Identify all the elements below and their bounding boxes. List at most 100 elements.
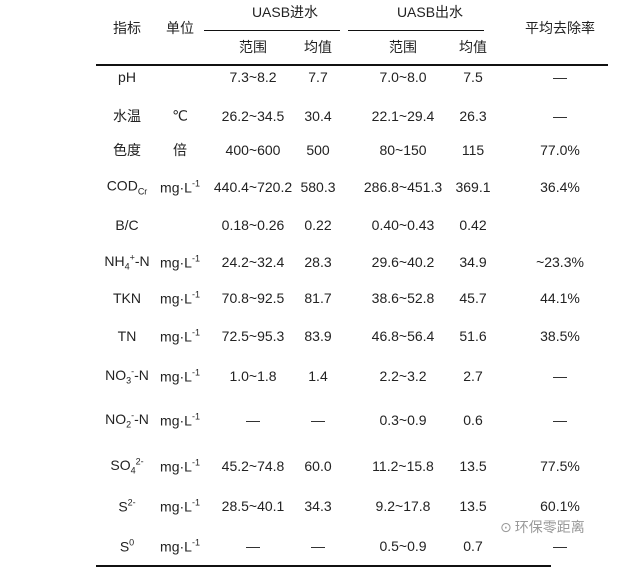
header-indicator: 指标: [113, 20, 141, 36]
cell-in-mean: 500: [306, 142, 330, 158]
header-unit: 单位: [166, 20, 194, 36]
cell-out-mean: 0.6: [463, 412, 483, 428]
text-sup: -1: [191, 457, 200, 468]
cell-removal: 60.1%: [540, 498, 580, 514]
cell-in-mean: 30.4: [304, 108, 332, 124]
text-base: 色度: [113, 142, 141, 158]
influent-rule: [204, 30, 340, 31]
text-base: mg·L: [160, 328, 192, 345]
row-unit: mg·L-1: [160, 538, 200, 555]
cell-in-range: 24.2~32.4: [221, 254, 285, 270]
cell-out-range: 0.5~0.9: [379, 538, 427, 554]
cell-removal: —: [553, 108, 567, 124]
cell-in-range: 400~600: [225, 142, 281, 158]
text-base: mg·L: [160, 254, 192, 271]
cell-in-range: 1.0~1.8: [229, 368, 277, 384]
header-effluent: UASB出水: [396, 4, 464, 20]
header-out-mean: 均值: [459, 39, 487, 55]
cell-in-mean: 81.7: [304, 290, 332, 306]
text-sup: -1: [191, 367, 200, 378]
text-base: pH: [118, 69, 136, 85]
text-base: NO: [105, 410, 127, 427]
row-indicator: CODCr: [107, 178, 148, 197]
cell-in-range: —: [246, 412, 260, 428]
cell-out-mean: 13.5: [459, 458, 487, 474]
top-rule: [96, 64, 608, 66]
text-sub: Cr: [137, 186, 148, 197]
cell-out-range: 22.1~29.4: [371, 108, 435, 124]
cell-in-range: 7.3~8.2: [229, 69, 277, 85]
text-suffix: -N: [134, 252, 150, 269]
row-indicator: 水温: [113, 106, 141, 126]
cell-out-range: 9.2~17.8: [375, 498, 431, 514]
row-indicator: TKN: [113, 290, 141, 306]
text-base: mg·L: [160, 538, 192, 555]
cell-in-mean: 60.0: [304, 458, 332, 474]
row-indicator: NH4+-N: [104, 252, 149, 271]
cell-removal: —: [553, 538, 567, 554]
text-sup: 2-: [135, 456, 144, 467]
cell-removal: 36.4%: [540, 179, 580, 195]
cell-out-mean: 2.7: [463, 368, 483, 384]
cell-out-mean: 26.3: [459, 108, 487, 124]
cell-in-range: 45.2~74.8: [221, 458, 285, 474]
text-base: mg·L: [160, 498, 192, 515]
row-indicator: SO42-: [110, 456, 143, 475]
cell-out-range: 38.6~52.8: [371, 290, 435, 306]
text-sup: -1: [191, 411, 200, 422]
cell-in-mean: 0.22: [304, 217, 332, 233]
header-in-mean: 均值: [304, 39, 332, 55]
cell-removal: —: [553, 69, 567, 85]
text-base: mg·L: [160, 458, 192, 475]
cell-removal: 77.5%: [540, 458, 580, 474]
wechat-icon: ⊙: [500, 519, 512, 535]
cell-in-range: 440.4~720.2: [213, 179, 293, 195]
text-sup: -1: [191, 253, 200, 264]
row-unit: mg·L-1: [160, 254, 200, 271]
cell-out-range: 11.2~15.8: [372, 458, 434, 474]
header-influent: UASB进水: [251, 4, 319, 20]
row-unit: mg·L-1: [160, 412, 200, 429]
cell-in-mean: 1.4: [308, 368, 328, 384]
cell-in-mean: 580.3: [300, 179, 336, 195]
cell-in-mean: 28.3: [304, 254, 332, 270]
row-unit: mg·L-1: [160, 328, 200, 345]
row-unit: ℃: [172, 108, 188, 125]
text-sup: 0: [129, 537, 135, 548]
row-indicator: pH: [118, 69, 136, 85]
cell-removal: 38.5%: [540, 328, 580, 344]
text-suffix: -N: [134, 366, 149, 383]
cell-out-mean: 115: [461, 142, 485, 158]
text-sub: 4: [124, 261, 130, 272]
text-base: B/C: [115, 217, 139, 233]
cell-removal: 77.0%: [540, 142, 580, 158]
text-base: mg·L: [160, 368, 192, 385]
row-unit: mg·L-1: [160, 368, 200, 385]
cell-out-range: 0.40~0.43: [371, 217, 435, 233]
cell-out-mean: 369.1: [455, 179, 491, 195]
text-base: NO: [105, 366, 127, 383]
text-sup: -: [131, 410, 135, 421]
row-unit: mg·L-1: [160, 290, 200, 307]
cell-in-mean: 7.7: [308, 69, 328, 85]
cell-in-mean: 83.9: [304, 328, 332, 344]
row-unit: 倍: [173, 140, 187, 160]
text-base: 倍: [173, 142, 187, 158]
cell-out-mean: 45.7: [459, 290, 487, 306]
cell-in-range: 26.2~34.5: [221, 108, 285, 124]
cell-out-mean: 51.6: [459, 328, 487, 344]
text-suffix: -N: [134, 410, 149, 427]
text-sup: -: [131, 366, 135, 377]
header-in-range: 范围: [239, 39, 267, 55]
text-base: NH: [104, 252, 125, 269]
effluent-rule: [348, 30, 484, 31]
text-base: mg·L: [160, 179, 192, 196]
cell-removal: —: [553, 368, 567, 384]
cell-out-mean: 0.7: [463, 538, 483, 554]
row-unit: mg·L-1: [160, 498, 200, 515]
row-indicator: TN: [118, 328, 137, 344]
header-removal: 平均去除率: [525, 20, 595, 36]
cell-out-mean: 13.5: [459, 498, 487, 514]
text-sup: -1: [191, 327, 200, 338]
row-indicator: S0: [120, 538, 134, 555]
